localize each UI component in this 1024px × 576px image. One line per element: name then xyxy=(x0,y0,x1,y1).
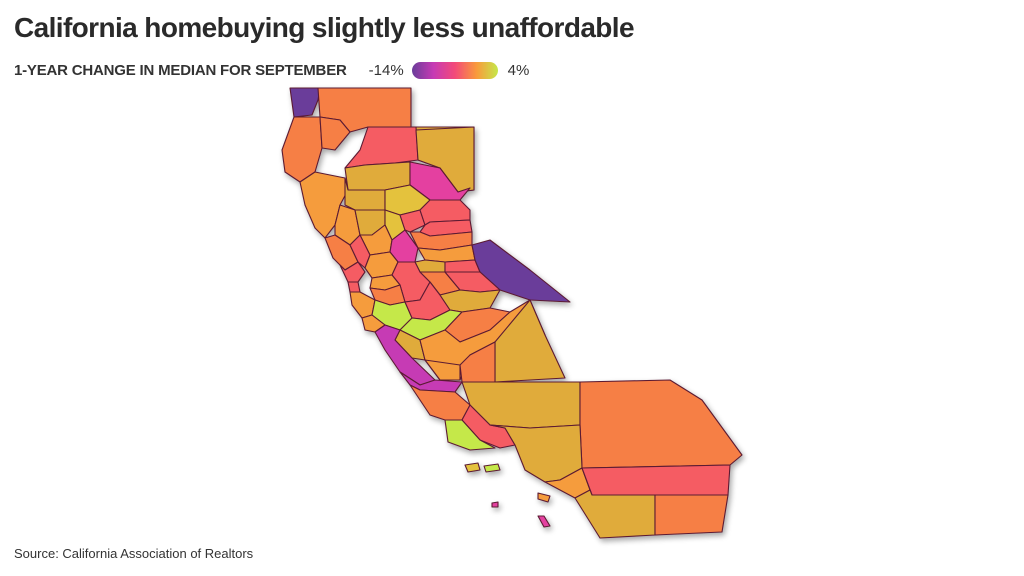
county-san-bernardino xyxy=(579,379,743,469)
county-del-norte xyxy=(289,87,321,118)
county-santa-barbara-coast xyxy=(444,419,496,451)
county-yuba xyxy=(399,209,426,233)
county-kings xyxy=(424,359,461,381)
legend: 1-YEAR CHANGE IN MEDIAN FOR SEPTEMBER -1… xyxy=(14,58,529,82)
island-catalina xyxy=(537,492,551,503)
county-alpine xyxy=(444,259,481,273)
island-santa-cruz xyxy=(483,463,501,473)
legend-min-label: -14% xyxy=(368,61,404,79)
county-trinity xyxy=(319,116,351,151)
county-tulare xyxy=(459,341,496,383)
source-note: Source: California Association of Realto… xyxy=(14,546,254,561)
legend-max-label: 4% xyxy=(507,61,530,79)
county-monterey xyxy=(374,324,436,386)
map-title: California homebuying slightly less unaf… xyxy=(14,12,635,43)
legend-color-scale xyxy=(411,61,498,79)
legend-heading: 1-YEAR CHANGE IN MEDIAN FOR SEPTEMBER xyxy=(14,61,347,79)
island-santa-rosa xyxy=(464,462,481,473)
county-imperial xyxy=(654,494,729,536)
county-tehama xyxy=(344,161,411,191)
county-san-francisco xyxy=(347,281,361,293)
county-san-mateo xyxy=(349,291,376,319)
county-riverside xyxy=(581,464,731,496)
island-san-clemente xyxy=(537,515,551,528)
county-san-diego xyxy=(574,489,656,539)
island-san-nicolas xyxy=(491,501,499,508)
county-inyo xyxy=(494,299,566,383)
